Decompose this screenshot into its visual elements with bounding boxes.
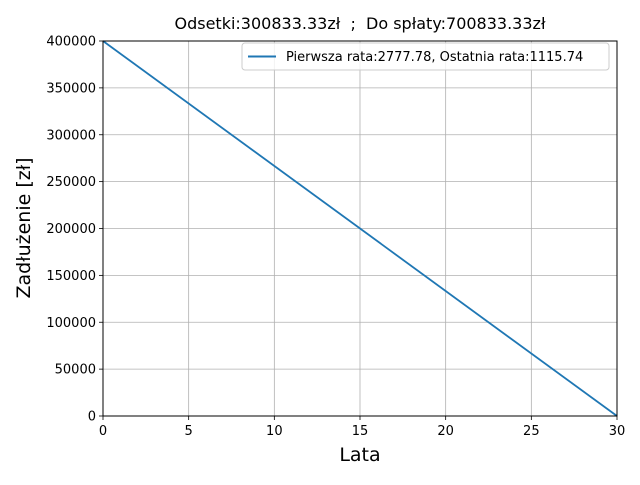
x-tick-label: 25 [523, 424, 540, 439]
x-tick-label: 0 [99, 424, 107, 439]
x-tick-label: 10 [266, 424, 283, 439]
x-tick-label: 20 [437, 424, 454, 439]
chart-title: Odsetki:300833.33zł ; Do spłaty:700833.3… [175, 14, 546, 33]
legend-series-label: Pierwsza rata:2777.78, Ostatnia rata:111… [286, 50, 583, 65]
grid [102, 40, 618, 417]
y-axis-label: Zadłużenie [zł] [13, 157, 35, 298]
y-tick-label: 100000 [46, 316, 96, 331]
y-tick-label: 0 [88, 410, 96, 425]
series-line [102, 40, 618, 417]
series-layer [102, 40, 618, 417]
y-tick-label: 400000 [46, 35, 96, 50]
y-tick-label: 300000 [46, 128, 96, 143]
x-tick-label: 15 [352, 424, 369, 439]
y-tick-label: 250000 [46, 175, 96, 190]
x-tick-label: 5 [185, 424, 193, 439]
ticks: 0 5 10 15 20 25 30 0 50000 100000 150000 200000 2500… [46, 35, 625, 440]
y-tick-label: 200000 [46, 222, 96, 237]
legend-box [241, 42, 610, 71]
y-tick-label: 150000 [46, 269, 96, 284]
y-tick-label: 350000 [46, 81, 96, 96]
legend: Pierwsza rata:2777.78, Ostatnia rata:111… [241, 42, 610, 71]
x-axis-label: Lata [339, 444, 380, 466]
y-tick-label: 50000 [55, 363, 96, 378]
x-tick-label: 30 [609, 424, 626, 439]
